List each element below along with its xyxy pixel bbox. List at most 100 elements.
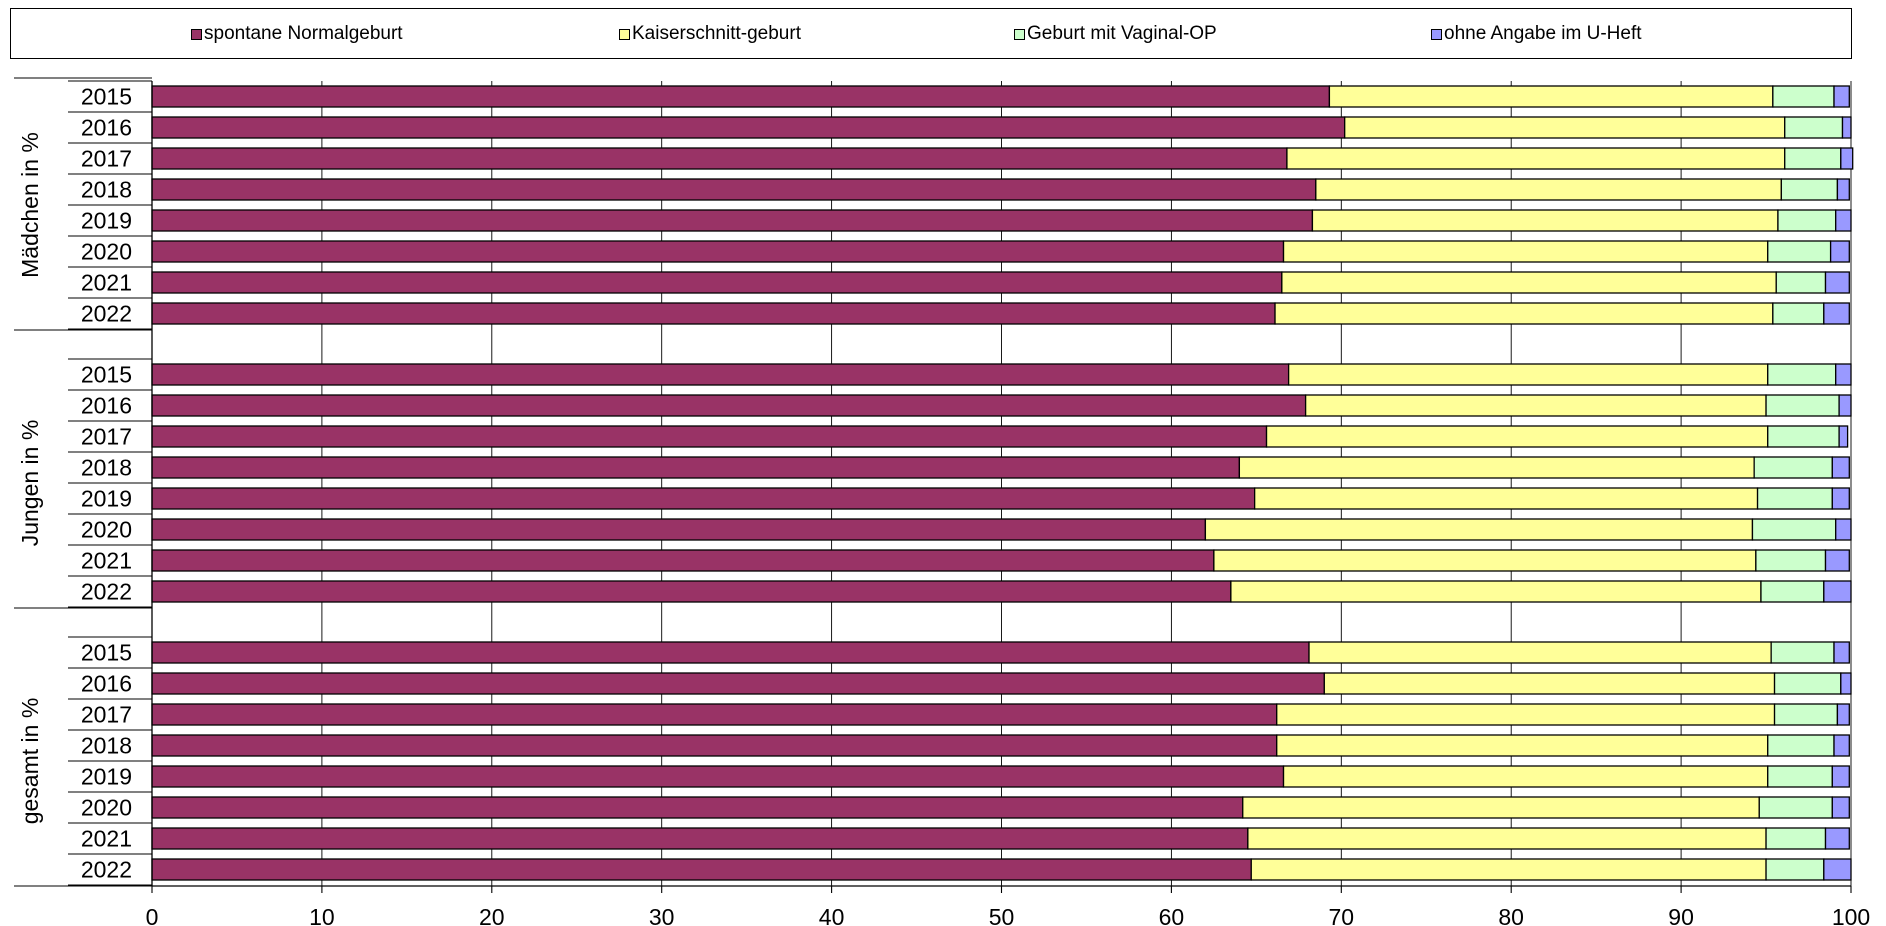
bar-segment [1824, 271, 1850, 294]
group-label: gesamt in % [17, 698, 43, 825]
bar-segment [1767, 425, 1840, 448]
bar-segment [1254, 487, 1759, 510]
bar-segment [1276, 703, 1776, 726]
bar-segment [1282, 765, 1769, 788]
x-tick-label: 10 [309, 904, 335, 926]
category-tick-label: 2021 [81, 270, 132, 296]
legend-swatch [1014, 28, 1025, 40]
bar-segment [151, 549, 1215, 572]
bar-segment [151, 178, 1317, 201]
bar-segment [1823, 302, 1850, 325]
bar-segment [1824, 549, 1850, 572]
x-tick-label: 0 [146, 904, 159, 926]
x-tick-label: 20 [479, 904, 505, 926]
bar-segment [1770, 641, 1835, 664]
bar-segment [151, 703, 1278, 726]
legend-item: Kaiserschnitt-geburt [619, 23, 801, 45]
legend-label: ohne Angabe im U-Heft [1444, 23, 1642, 44]
chart-legend: spontane Normalgeburt Kaiserschnitt-gebur… [10, 8, 1852, 59]
bar-segment [151, 734, 1278, 757]
bar-segment [151, 302, 1276, 325]
bar-segment [1836, 703, 1850, 726]
group-label: Jungen in % [17, 420, 43, 547]
bar-segment [1230, 580, 1762, 603]
bar-segment [1281, 271, 1777, 294]
bar-segment [1836, 178, 1850, 201]
bar-segment [1242, 796, 1760, 819]
x-tick-label: 70 [1329, 904, 1355, 926]
bar-segment [1286, 147, 1786, 170]
category-tick-label: 2017 [81, 424, 132, 450]
bar-segment [1765, 858, 1825, 881]
bar-segment [1772, 302, 1825, 325]
bar-segment [151, 580, 1232, 603]
bar-segment [151, 765, 1285, 788]
legend-swatch [1431, 28, 1442, 40]
bar-segment [1767, 734, 1835, 757]
bar-segment [151, 85, 1331, 108]
bar-segment [1773, 672, 1842, 695]
bar-segment [1831, 765, 1850, 788]
bar-segment [1841, 116, 1852, 139]
x-tick-label: 60 [1159, 904, 1185, 926]
bar-segment [1204, 518, 1754, 541]
bar-segment [1250, 858, 1767, 881]
legend-item: spontane Normalgeburt [191, 23, 403, 45]
x-tick-label: 40 [819, 904, 845, 926]
legend-item: ohne Angabe im U-Heft [1431, 23, 1642, 45]
bar-segment [1831, 796, 1850, 819]
legend-label: Kaiserschnitt-geburt [632, 23, 801, 44]
category-tick-label: 2020 [81, 239, 132, 265]
bar-segment [151, 487, 1256, 510]
bar-segment [1213, 549, 1757, 572]
bar-segment [1838, 425, 1849, 448]
category-tick-label: 2015 [81, 362, 132, 388]
x-tick-label: 30 [649, 904, 675, 926]
bar-segment [1823, 580, 1852, 603]
bar-segment [151, 518, 1207, 541]
bar-segment [1755, 549, 1827, 572]
bar-segment [1840, 147, 1854, 170]
category-tick-label: 2018 [81, 177, 132, 203]
category-tick-label: 2020 [81, 795, 132, 821]
bar-segment [1287, 363, 1769, 386]
category-tick-label: 2017 [81, 702, 132, 728]
category-tick-label: 2015 [81, 84, 132, 110]
bar-segment [1777, 209, 1837, 232]
bar-segment [1308, 641, 1772, 664]
bar-segment [1315, 178, 1782, 201]
bar-segment [1753, 456, 1833, 479]
bar-segment [1831, 487, 1850, 510]
group-label: Mädchen in % [17, 132, 43, 278]
bar-segment [1784, 147, 1842, 170]
bar-segment [1767, 363, 1837, 386]
bar-segment [1833, 85, 1850, 108]
bar-segment [1824, 827, 1850, 850]
x-tick-label: 80 [1498, 904, 1524, 926]
x-tick-label: 100 [1832, 904, 1870, 926]
bar-segment [151, 456, 1241, 479]
bar-segment [151, 147, 1288, 170]
category-tick-label: 2018 [81, 733, 132, 759]
bar-segment [1775, 271, 1827, 294]
bar-segment [1835, 518, 1852, 541]
bar-segment [1835, 209, 1852, 232]
bar-segment [1344, 116, 1786, 139]
bar-segment [1304, 394, 1767, 417]
x-tick-label: 90 [1668, 904, 1694, 926]
bar-segment [1831, 456, 1850, 479]
bar-segment [1751, 518, 1837, 541]
bar-segment [1765, 394, 1840, 417]
bar-segment [1838, 394, 1852, 417]
bar-segment [1772, 85, 1835, 108]
bar-segment [1758, 796, 1833, 819]
bar-segment [1767, 240, 1832, 263]
legend-label: spontane Normalgeburt [204, 23, 403, 44]
bar-segment [1833, 641, 1850, 664]
bar-segment [1829, 240, 1850, 263]
bar-segment [1784, 116, 1844, 139]
bar-segment [151, 240, 1285, 263]
bar-segment [1765, 827, 1827, 850]
category-tick-label: 2016 [81, 115, 132, 141]
